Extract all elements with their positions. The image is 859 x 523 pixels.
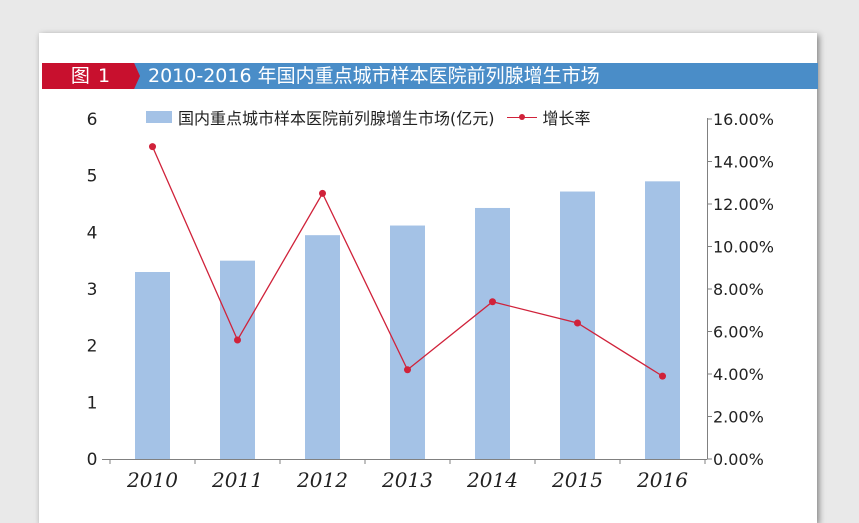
growth-point-2012 bbox=[319, 189, 326, 197]
y-right-tick-label: 10.00% bbox=[713, 238, 774, 257]
y-right-tick-label: 12.00% bbox=[713, 195, 774, 214]
title-bar bbox=[42, 63, 818, 89]
y-left-tick-label: 1 bbox=[87, 393, 98, 413]
bar-2011 bbox=[220, 260, 255, 459]
y-left-tick-label: 5 bbox=[87, 167, 98, 187]
y-right-tick-label: 16.00% bbox=[713, 110, 774, 129]
x-tick-label: 2014 bbox=[466, 468, 518, 492]
legend-bar-swatch bbox=[146, 111, 172, 123]
y-left-tick-label: 2 bbox=[87, 337, 98, 357]
x-tick-label: 2013 bbox=[381, 468, 433, 492]
x-tick-label: 2011 bbox=[211, 468, 263, 492]
growth-point-2014 bbox=[489, 298, 496, 306]
bar-2014 bbox=[475, 207, 510, 459]
growth-point-2011 bbox=[234, 336, 241, 344]
chart-legend: 国内重点城市样本医院前列腺增生市场(亿元) 增长率 bbox=[146, 106, 591, 128]
legend-bar-label: 国内重点城市样本医院前列腺增生市场(亿元) bbox=[178, 109, 495, 128]
growth-point-2010 bbox=[149, 143, 156, 151]
growth-point-2015 bbox=[574, 319, 581, 327]
y-left-tick-label: 0 bbox=[87, 450, 98, 470]
legend-line-swatch bbox=[506, 111, 537, 123]
y-right-tick-label: 4.00% bbox=[713, 365, 764, 384]
y-right-tick-label: 8.00% bbox=[713, 280, 764, 299]
y-right-tick-label: 0.00% bbox=[713, 450, 764, 469]
legend-line-label: 增长率 bbox=[542, 109, 591, 128]
x-tick-label: 2015 bbox=[551, 468, 603, 492]
y-left-tick-label: 4 bbox=[87, 223, 98, 243]
x-tick-label: 2016 bbox=[636, 468, 688, 492]
y-right-tick-label: 6.00% bbox=[713, 323, 764, 342]
growth-point-2016 bbox=[659, 372, 666, 380]
chart-title: 2010-2016 年国内重点城市样本医院前列腺增生市场 bbox=[148, 65, 600, 87]
growth-point-2013 bbox=[404, 366, 411, 374]
y-left-tick-label: 6 bbox=[87, 110, 98, 130]
bar-2013 bbox=[390, 225, 425, 459]
y-left-tick-label: 3 bbox=[87, 280, 98, 300]
x-tick-label: 2010 bbox=[126, 468, 178, 492]
bar-2010 bbox=[135, 272, 170, 459]
x-tick-label: 2012 bbox=[296, 468, 348, 492]
bar-2012 bbox=[305, 235, 340, 459]
y-right-tick-label: 14.00% bbox=[713, 153, 774, 172]
bar-2016 bbox=[645, 181, 680, 460]
figure-tag: 图 1 bbox=[42, 63, 140, 89]
y-right-tick-label: 2.00% bbox=[713, 408, 764, 427]
